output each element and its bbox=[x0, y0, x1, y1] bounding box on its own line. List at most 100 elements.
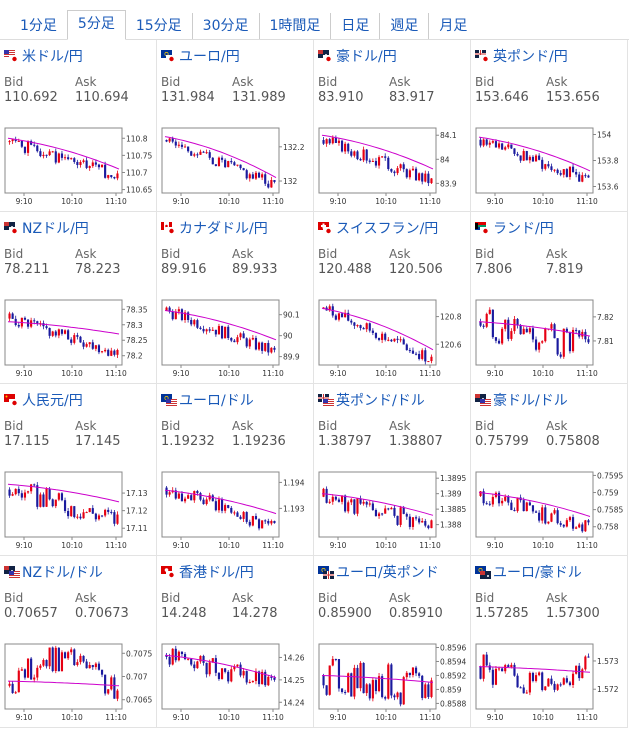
mini-chart[interactable]: 132.2 132 9:10 10:10 11:10 bbox=[161, 120, 310, 212]
y-tick-label: 0.8592 bbox=[440, 671, 466, 680]
moving-average-line bbox=[164, 136, 277, 179]
ask-label: Ask bbox=[232, 591, 254, 605]
y-tick-label: 0.8588 bbox=[440, 699, 466, 708]
pair-title[interactable]: ユーロ/英ポンド bbox=[318, 563, 439, 581]
mini-chart[interactable]: 0.7595 0.759 0.7585 0.758 9:10 10:10 11:10 bbox=[475, 464, 624, 556]
tab-7[interactable]: 月足 bbox=[428, 13, 477, 39]
mini-chart[interactable]: 7.82 7.81 9:10 10:10 11:10 bbox=[475, 292, 624, 384]
candle-body bbox=[344, 312, 347, 318]
pair-name-link[interactable]: ユーロ/英ポンド bbox=[336, 565, 439, 581]
pair-card[interactable]: 香港ドル/円 Bid Ask 14.248 14.278 14.26 14.25 14.24 9… bbox=[157, 556, 314, 728]
tab-2[interactable]: 15分足 bbox=[135, 18, 182, 34]
mini-chart[interactable]: 1.573 1.572 9:10 10:10 11:10 bbox=[475, 636, 624, 728]
pair-title[interactable]: 香港ドル/円 bbox=[161, 563, 254, 581]
pair-title[interactable]: 英ポンド/ドル bbox=[318, 391, 425, 409]
pair-title[interactable]: 豪ドル/ドル bbox=[475, 391, 568, 409]
pair-card[interactable]: スイスフラン/円 Bid Ask 120.488 120.506 120.8 120.6 9:… bbox=[314, 212, 471, 384]
candle-body bbox=[45, 326, 48, 328]
candle-body bbox=[384, 697, 387, 699]
candle-body bbox=[427, 684, 430, 697]
pair-card[interactable]: 米ドル/円 Bid Ask 110.692 110.694 110.8 110.75 110.… bbox=[0, 40, 157, 212]
mini-chart[interactable]: 90.1 90 89.9 9:10 10:10 11:10 bbox=[161, 292, 310, 384]
pair-name-link[interactable]: NZドル/円 bbox=[22, 221, 89, 237]
mini-chart[interactable]: 154 153.8 153.6 9:10 10:10 11:10 bbox=[475, 120, 624, 212]
pair-title[interactable]: ランド/円 bbox=[475, 219, 554, 237]
pair-card[interactable]: ユーロ/英ポンド Bid Ask 0.85900 0.85910 0.8596 0.8594… bbox=[314, 556, 471, 728]
mini-chart[interactable]: 14.26 14.25 14.24 9:10 10:10 11:10 bbox=[161, 636, 310, 728]
candle-body bbox=[100, 164, 104, 168]
candle-body bbox=[257, 671, 261, 685]
candle-body bbox=[381, 676, 384, 698]
pair-name-link[interactable]: ユーロ/ドル bbox=[179, 393, 254, 409]
mini-chart[interactable]: 110.8 110.75 110.7 110.65 9:10 10:10 11:10 bbox=[4, 120, 153, 212]
bid-label: Bid bbox=[475, 75, 495, 89]
pair-card[interactable]: 英ポンド/ドル Bid Ask 1.38797 1.38807 1.3895 1.389 1.… bbox=[314, 384, 471, 556]
pair-title[interactable]: ユーロ/豪ドル bbox=[475, 563, 582, 581]
pair-name-link[interactable]: ランド/円 bbox=[493, 221, 554, 237]
pair-card[interactable]: ユーロ/豪ドル Bid Ask 1.57285 1.57300 1.573 1.572 9:1… bbox=[471, 556, 628, 728]
candle-body bbox=[233, 666, 236, 670]
y-tick-label: 84 bbox=[440, 155, 450, 164]
pair-name-link[interactable]: 英ポンド/円 bbox=[493, 49, 568, 65]
candle-body bbox=[507, 665, 510, 668]
candle-body bbox=[42, 660, 45, 666]
candle-body bbox=[202, 499, 205, 505]
candlestick-chart: 0.7595 0.759 0.7585 0.758 9:10 10:10 11:10 bbox=[475, 471, 623, 550]
mini-chart[interactable]: 1.3895 1.389 1.3885 1.388 9:10 10:10 11:10 bbox=[318, 464, 467, 556]
y-tick-label: 120.8 bbox=[440, 313, 462, 322]
pair-card[interactable]: NZドル/ドル Bid Ask 0.70657 0.70673 0.7075 0.707 0.… bbox=[0, 556, 157, 728]
tab-4[interactable]: 1時間足 bbox=[258, 13, 331, 39]
pair-name-link[interactable]: スイスフラン/円 bbox=[336, 221, 439, 237]
pair-card[interactable]: 人民元/円 Bid Ask 17.115 17.145 17.13 17.12 17.11 9:… bbox=[0, 384, 157, 556]
candle-body bbox=[556, 169, 559, 174]
pair-title[interactable]: 人民元/円 bbox=[4, 391, 83, 409]
candle-body bbox=[205, 329, 208, 332]
mini-chart[interactable]: 1.194 1.193 9:10 10:10 11:10 bbox=[161, 464, 310, 556]
tab-1[interactable]: 5分足 bbox=[66, 10, 126, 40]
candle-body bbox=[430, 680, 433, 697]
tab-5[interactable]: 日足 bbox=[330, 13, 379, 39]
pair-name-link[interactable]: カナダドル/円 bbox=[179, 221, 268, 237]
mini-chart[interactable]: 84.1 84 83.9 9:10 10:10 11:10 bbox=[318, 120, 467, 212]
tab-6[interactable]: 週足 bbox=[379, 13, 428, 39]
pair-card[interactable]: 豪ドル/ドル Bid Ask 0.75799 0.75808 0.7595 0.759 0.7… bbox=[471, 384, 628, 556]
pair-name-link[interactable]: 人民元/円 bbox=[22, 393, 83, 409]
mini-chart[interactable]: 120.8 120.6 9:10 10:10 11:10 bbox=[318, 292, 467, 384]
pair-title[interactable]: NZドル/ドル bbox=[4, 563, 103, 581]
mini-chart[interactable]: 78.35 78.3 78.25 78.2 9:10 10:10 11:10 bbox=[4, 292, 153, 384]
pair-title[interactable]: スイスフラン/円 bbox=[318, 219, 438, 237]
pair-card[interactable]: ランド/円 Bid Ask 7.806 7.819 7.82 7.81 9:10 10:10 11… bbox=[471, 212, 628, 384]
pair-title[interactable]: 豪ドル/円 bbox=[318, 47, 397, 65]
pair-name-link[interactable]: ユーロ/豪ドル bbox=[493, 565, 582, 581]
pair-name-link[interactable]: 豪ドル/ドル bbox=[493, 393, 568, 409]
candle-body bbox=[107, 175, 110, 178]
bid-value: 14.248 bbox=[161, 606, 207, 621]
pair-name-link[interactable]: 英ポンド/ドル bbox=[336, 393, 425, 409]
candle-body bbox=[23, 317, 27, 320]
pair-name-link[interactable]: NZドル/ドル bbox=[22, 565, 103, 581]
candle-body bbox=[353, 322, 356, 326]
pair-title[interactable]: 米ドル/円 bbox=[4, 47, 83, 65]
y-tick-label: 0.8594 bbox=[440, 657, 466, 666]
pair-card[interactable]: ユーロ/円 Bid Ask 131.984 131.989 132.2 132 9:10 10:… bbox=[157, 40, 314, 212]
mini-chart[interactable]: 17.13 17.12 17.11 9:10 10:10 11:10 bbox=[4, 464, 153, 556]
pair-card[interactable]: ユーロ/ドル Bid Ask 1.19232 1.19236 1.194 1.193 9:10… bbox=[157, 384, 314, 556]
pair-title[interactable]: カナダドル/円 bbox=[161, 219, 268, 237]
pair-name-link[interactable]: 香港ドル/円 bbox=[179, 565, 254, 581]
pair-name-link[interactable]: 豪ドル/円 bbox=[336, 49, 397, 65]
pair-title[interactable]: 英ポンド/円 bbox=[475, 47, 568, 65]
pair-card[interactable]: NZドル/円 Bid Ask 78.211 78.223 78.35 78.3 78.25 78… bbox=[0, 212, 157, 384]
pair-title[interactable]: ユーロ/円 bbox=[161, 47, 240, 65]
tab-0[interactable]: 1分足 bbox=[20, 18, 57, 34]
pair-name-link[interactable]: 米ドル/円 bbox=[22, 49, 83, 65]
pair-card[interactable]: 英ポンド/円 Bid Ask 153.646 153.656 154 153.8 153.6 9… bbox=[471, 40, 628, 212]
candle-body bbox=[11, 139, 14, 142]
pair-title[interactable]: NZドル/円 bbox=[4, 219, 89, 237]
pair-card[interactable]: 豪ドル/円 Bid Ask 83.910 83.917 84.1 84 83.9 9:10 10:… bbox=[314, 40, 471, 212]
pair-card[interactable]: カナダドル/円 Bid Ask 89.916 89.933 90.1 90 89.9 9:10 1… bbox=[157, 212, 314, 384]
mini-chart[interactable]: 0.7075 0.707 0.7065 9:10 10:10 11:10 bbox=[4, 636, 153, 728]
pair-name-link[interactable]: ユーロ/円 bbox=[179, 49, 240, 65]
pair-title[interactable]: ユーロ/ドル bbox=[161, 391, 254, 409]
tab-3[interactable]: 30分足 bbox=[191, 13, 259, 39]
mini-chart[interactable]: 0.8596 0.8594 0.8592 0.859 0.8588 9:10 10:10 11… bbox=[318, 636, 467, 728]
